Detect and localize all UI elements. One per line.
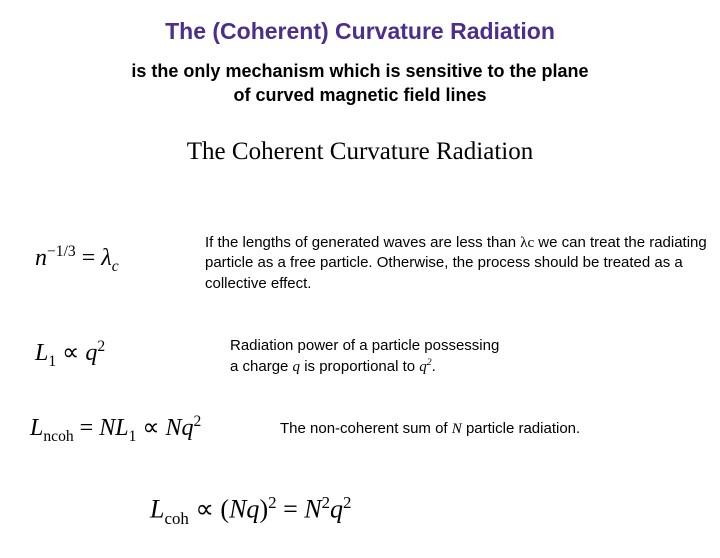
eq3-eq: = bbox=[74, 415, 100, 441]
text3-N: N bbox=[452, 421, 462, 437]
text2-q: q bbox=[293, 359, 301, 375]
eq3-sub: ncoh bbox=[43, 428, 73, 445]
eq3-prop: ∝ bbox=[136, 415, 165, 441]
slide-title: The (Coherent) Curvature Radiation bbox=[0, 18, 720, 45]
eq1-sub-c: c bbox=[112, 258, 119, 275]
text-radiation-power: Radiation power of a particle possessing… bbox=[230, 336, 670, 378]
text2-d: . bbox=[432, 358, 436, 375]
text2-q2: q bbox=[419, 359, 427, 375]
eq3-sup: 2 bbox=[194, 413, 202, 430]
text1-lambda-c: λc bbox=[520, 235, 534, 251]
eq3-NL: NL bbox=[99, 415, 128, 441]
equation-wavelength: n−1/3 = λc bbox=[35, 243, 119, 276]
eq1-n: n bbox=[35, 245, 47, 271]
equation-noncoherent: Lncoh = NL1 ∝ Nq2 bbox=[30, 413, 201, 446]
text2-a: Radiation power of a particle possessing bbox=[230, 337, 499, 354]
eq4-Nq: Nq bbox=[229, 495, 259, 524]
eq2-sub1: 1 bbox=[48, 353, 56, 370]
eq4-sub: coh bbox=[164, 509, 188, 528]
eq3-Nq: Nq bbox=[166, 415, 194, 441]
eq4-L: L bbox=[150, 495, 164, 524]
eq2-sup2: 2 bbox=[97, 338, 105, 355]
eq4-q2: q bbox=[330, 495, 343, 524]
eq4-q2sup: 2 bbox=[343, 493, 351, 512]
eq4-sup1: 2 bbox=[268, 493, 276, 512]
eq4-N2: N bbox=[304, 495, 321, 524]
text2-b: a charge bbox=[230, 358, 293, 375]
text2-c: is proportional to bbox=[300, 358, 419, 375]
text3-b: particle radiation. bbox=[462, 420, 580, 437]
text-wavelength-condition: If the lengths of generated waves are le… bbox=[205, 233, 708, 294]
subtitle-mechanism: is the only mechanism which is sensitive… bbox=[0, 59, 720, 108]
eq4-N2sup: 2 bbox=[322, 493, 330, 512]
equation-single-particle: L1 ∝ q2 bbox=[35, 338, 105, 371]
eq3-L: L bbox=[30, 415, 43, 441]
eq4-prop: ∝ ( bbox=[189, 495, 229, 524]
subtitle-line1: is the only mechanism which is sensitive… bbox=[131, 61, 588, 81]
eq2-prop: ∝ bbox=[56, 340, 85, 366]
eq1-lambda: λ bbox=[101, 245, 111, 271]
section-heading: The Coherent Curvature Radiation bbox=[0, 138, 720, 166]
eq1-equals: = bbox=[76, 245, 102, 271]
text1-a: If the lengths of generated waves are le… bbox=[205, 234, 520, 251]
eq1-exp: −1/3 bbox=[47, 243, 76, 260]
eq4-eq: = bbox=[277, 495, 305, 524]
text3-a: The non-coherent sum of bbox=[280, 420, 452, 437]
eq2-L: L bbox=[35, 340, 48, 366]
text-noncoherent: The non-coherent sum of N particle radia… bbox=[280, 420, 700, 438]
eq4-close: ) bbox=[259, 495, 268, 524]
subtitle-line2: of curved magnetic field lines bbox=[233, 85, 486, 105]
equation-coherent: Lcoh ∝ (Nq)2 = N2q2 bbox=[150, 493, 351, 529]
eq2-q: q bbox=[85, 340, 97, 366]
